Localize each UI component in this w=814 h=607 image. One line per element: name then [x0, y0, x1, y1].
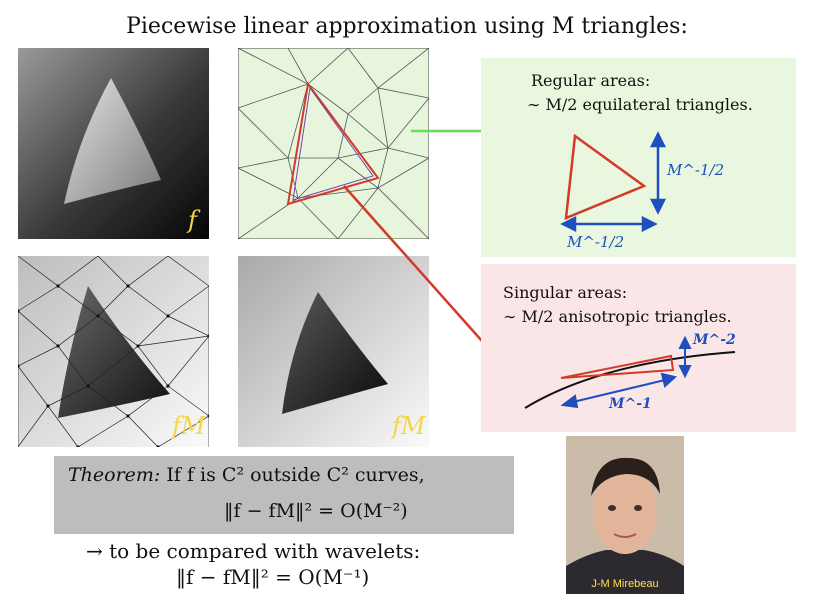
mesh-diagram-panel — [238, 48, 429, 239]
fM-label-mesh: fM — [172, 412, 206, 440]
singular-heading: Singular areas: — [503, 283, 628, 302]
smooth-dark-shape — [282, 292, 388, 414]
theorem-line2: ‖f − fM‖² = O(M⁻²) — [224, 500, 408, 522]
regular-heading: Regular areas: — [531, 71, 651, 90]
photo-caption: J-M Mirebeau — [591, 578, 659, 590]
regular-size-label-v: M^-1/2 — [667, 161, 725, 179]
smooth-triangle-shape — [64, 78, 161, 204]
red-approx-triangle — [286, 81, 380, 206]
mesh-nodes — [18, 284, 209, 447]
regular-count: ∼ M/2 equilateral triangles. — [527, 95, 753, 114]
regular-areas-box: Regular areas: ∼ M/2 equilateral triangl… — [481, 58, 796, 257]
horizontal-size-arrow — [560, 215, 658, 233]
fM-label-smooth: fM — [392, 412, 426, 440]
author-photo: J-M Mirebeau — [566, 436, 684, 594]
page-title: Piecewise linear approximation using M t… — [126, 14, 688, 39]
theorem-line1: Theorem: If f is C² outside C² curves, — [68, 464, 425, 486]
singular-size-label-h: M^-1 — [609, 396, 652, 412]
thin-size-arrow — [678, 335, 692, 379]
theorem-label: Theorem: — [68, 464, 161, 486]
smooth-approx-panel: fM — [238, 256, 429, 447]
regular-size-label-h: M^-1/2 — [567, 233, 625, 251]
original-image-panel: f — [18, 48, 209, 239]
equilateral-triangle — [564, 133, 647, 220]
f-label: f — [188, 206, 197, 234]
curve — [524, 351, 736, 409]
theorem-statement: If f is C² outside C² curves, — [166, 464, 425, 486]
singular-areas-box: Singular areas: ∼ M/2 anisotropic triang… — [481, 264, 796, 432]
theorem-box: Theorem: If f is C² outside C² curves, ‖… — [54, 456, 514, 534]
anisotropic-triangle — [560, 354, 675, 379]
comparison-line1: → to be compared with wavelets: — [86, 539, 421, 563]
meshed-approx-panel: fM — [18, 256, 209, 447]
vertical-size-arrow — [649, 131, 667, 215]
long-size-arrow — [560, 372, 678, 409]
comparison-line2: ‖f − fM‖² = O(M⁻¹) — [176, 565, 370, 589]
singular-count: ∼ M/2 anisotropic triangles. — [503, 307, 732, 326]
singular-size-label-v: M^-2 — [693, 332, 736, 348]
dark-triangle-shape — [58, 286, 170, 418]
